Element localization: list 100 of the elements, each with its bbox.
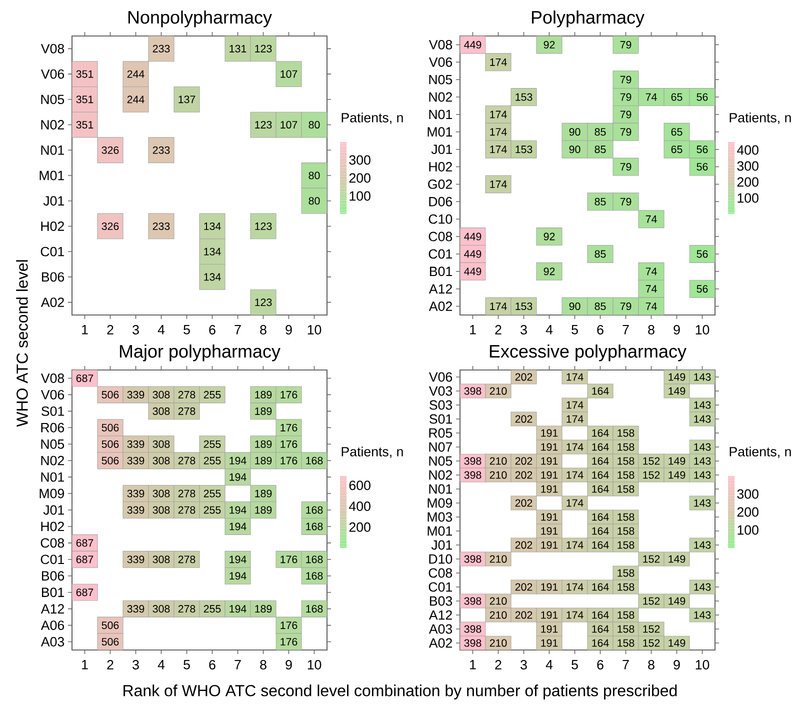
data-label: 194: [230, 506, 246, 514]
color-bar-label: 600: [349, 480, 370, 490]
color-bar-label: 200: [349, 522, 370, 532]
data-label: 339: [127, 556, 144, 564]
data-label: 194: [230, 572, 246, 580]
data-label: 158: [618, 485, 634, 493]
data-label: 79: [620, 302, 632, 310]
x-tick-label: 1: [82, 660, 88, 670]
data-label: 65: [671, 128, 682, 136]
data-label: 134: [204, 248, 221, 256]
data-label: 158: [618, 429, 634, 437]
data-label: 191: [541, 429, 558, 437]
data-label: 278: [178, 407, 196, 415]
data-label: 339: [127, 440, 144, 448]
data-label: 191: [541, 471, 558, 479]
data-label: 143: [694, 611, 711, 619]
x-tick-label: 9: [286, 325, 292, 334]
color-bar-title: Patients, n: [730, 112, 791, 124]
color-bar-label: 200: [737, 177, 758, 187]
x-tick-label: 3: [520, 325, 527, 334]
data-label: 174: [490, 180, 507, 188]
y-tick-label: V03: [428, 386, 452, 396]
data-label: 339: [127, 605, 144, 613]
data-label: 278: [178, 490, 196, 498]
data-label: 233: [152, 222, 170, 230]
y-tick-label: J01: [43, 505, 64, 515]
chart-title: Polypharmacy: [532, 10, 644, 28]
x-tick-label: 1: [470, 325, 476, 334]
data-label: 164: [592, 639, 609, 647]
data-label: 137: [178, 96, 196, 104]
data-label: 308: [152, 605, 170, 613]
x-tick-label: 2: [495, 325, 502, 334]
data-label: 80: [308, 197, 320, 205]
data-label: 398: [464, 639, 482, 647]
data-label: 351: [76, 70, 94, 78]
data-label: 210: [490, 387, 507, 395]
data-label: 152: [643, 457, 660, 465]
data-label: 244: [127, 70, 144, 78]
data-label: 149: [668, 387, 686, 395]
data-label: 506: [102, 456, 119, 464]
data-label: 202: [515, 499, 532, 507]
color-bar-label: 300: [737, 489, 758, 499]
y-tick-label: C01: [40, 246, 64, 256]
y-tick-label: M09: [428, 498, 452, 508]
x-tick-label: 10: [696, 660, 710, 670]
data-label: 164: [592, 611, 609, 619]
data-label: 158: [618, 639, 634, 647]
data-label: 174: [566, 415, 584, 423]
y-tick-label: A06: [40, 620, 64, 630]
y-tick-label: C01: [40, 554, 64, 564]
data-label: 449: [464, 250, 482, 258]
data-label: 202: [515, 611, 532, 619]
data-label: 191: [541, 583, 558, 591]
data-label: 90: [569, 146, 580, 154]
data-label: 191: [541, 457, 558, 465]
y-tick-label: C08: [428, 232, 452, 242]
data-label: 191: [541, 611, 558, 619]
data-label: 506: [102, 390, 119, 398]
data-label: 176: [280, 456, 298, 464]
data-label: 326: [102, 222, 119, 230]
data-label: 351: [76, 96, 94, 104]
data-label: 506: [102, 622, 119, 630]
data-label: 168: [306, 456, 323, 464]
data-label: 123: [255, 44, 272, 52]
data-label: 164: [592, 429, 609, 437]
data-label: 164: [592, 471, 609, 479]
data-label: 143: [694, 541, 711, 549]
color-bar-label: 400: [737, 145, 758, 155]
data-label: 194: [230, 522, 246, 530]
data-label: 189: [255, 440, 272, 448]
data-label: 143: [694, 499, 711, 507]
x-tick-label: 3: [132, 660, 139, 670]
data-label: 174: [566, 611, 584, 619]
x-tick-label: 10: [696, 325, 710, 334]
data-label: 85: [594, 146, 606, 154]
x-tick-label: 7: [234, 325, 241, 334]
data-label: 153: [516, 93, 532, 101]
x-tick-label: 3: [520, 660, 527, 670]
data-label: 158: [618, 569, 634, 577]
data-label: 143: [694, 373, 711, 381]
data-label: 158: [618, 611, 634, 619]
data-label: 194: [230, 605, 246, 613]
data-label: 255: [204, 440, 221, 448]
x-axis-title: Rank of WHO ATC second level combination by number of patients prescribed: [124, 684, 677, 700]
data-label: 278: [178, 506, 196, 514]
data-label: 174: [566, 443, 584, 451]
data-label: 158: [618, 583, 634, 591]
color-bar-label: 200: [349, 173, 370, 183]
data-label: 164: [592, 387, 609, 395]
data-label: 168: [306, 572, 323, 580]
data-label: 176: [280, 622, 298, 630]
data-label: 194: [230, 556, 246, 564]
data-label: 308: [152, 440, 170, 448]
y-tick-label: N02: [429, 470, 452, 480]
data-label: 79: [620, 198, 632, 206]
y-tick-label: A12: [40, 604, 64, 614]
x-tick-label: 8: [648, 660, 654, 670]
data-label: 449: [464, 268, 482, 276]
data-label: 79: [620, 163, 632, 171]
data-label: 152: [643, 555, 660, 563]
